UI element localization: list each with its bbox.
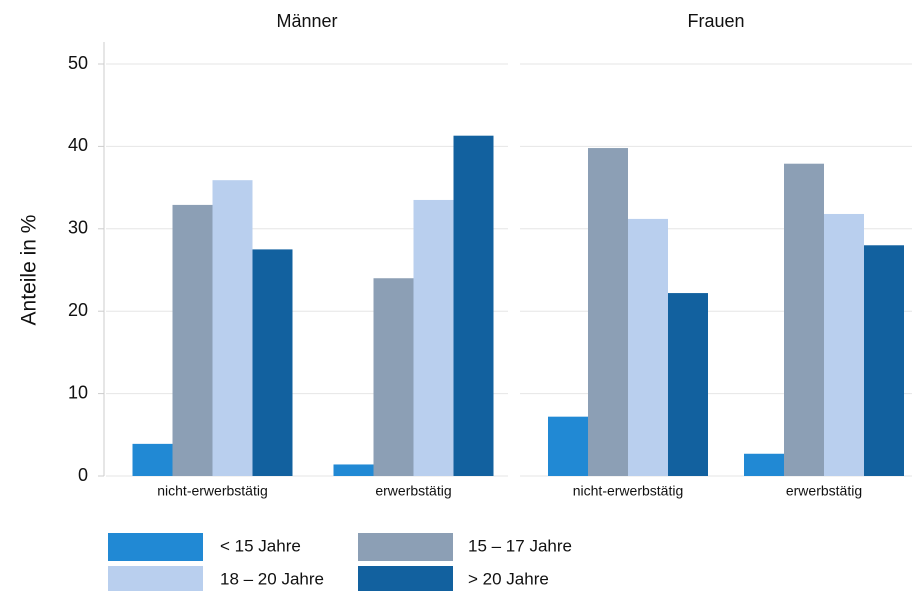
- bar: [132, 443, 173, 476]
- bar: [744, 453, 784, 476]
- x-tick-label: nicht-erwerbstätig: [157, 483, 268, 499]
- bar: [668, 293, 708, 476]
- legend-label: 18 – 20 Jahre: [220, 569, 324, 588]
- bar: [824, 213, 864, 476]
- y-axis-label: Anteile in %: [18, 215, 41, 326]
- bar: [628, 218, 668, 477]
- bar: [333, 464, 374, 476]
- bar: [548, 416, 588, 476]
- y-tick-label: 30: [68, 218, 88, 238]
- legend-swatch: [108, 533, 203, 561]
- legend-label: 15 – 17 Jahre: [468, 536, 572, 555]
- bar: [373, 278, 414, 476]
- y-tick-label: 20: [68, 300, 88, 320]
- y-tick-label: 0: [78, 465, 88, 485]
- bar: [172, 204, 213, 477]
- x-tick-label: erwerbstätig: [375, 483, 451, 499]
- bar: [413, 199, 454, 476]
- panel-title: Männer: [276, 11, 337, 31]
- legend-label: > 20 Jahre: [468, 569, 549, 588]
- panel-title: Frauen: [687, 11, 744, 31]
- bar: [784, 163, 824, 477]
- y-tick-label: 40: [68, 135, 88, 155]
- bar: [588, 148, 628, 476]
- legend-swatch: [358, 533, 453, 561]
- y-tick-label: 10: [68, 382, 88, 402]
- legend-label: < 15 Jahre: [220, 536, 301, 555]
- y-tick-label: 50: [68, 53, 88, 73]
- legend-swatch: [358, 566, 453, 594]
- legend-swatch: [108, 566, 203, 594]
- x-tick-label: nicht-erwerbstätig: [573, 483, 684, 499]
- bar: [212, 180, 253, 476]
- bar: [453, 135, 494, 477]
- x-tick-label: erwerbstätig: [786, 483, 862, 499]
- bar: [252, 249, 293, 476]
- bar: [864, 245, 904, 476]
